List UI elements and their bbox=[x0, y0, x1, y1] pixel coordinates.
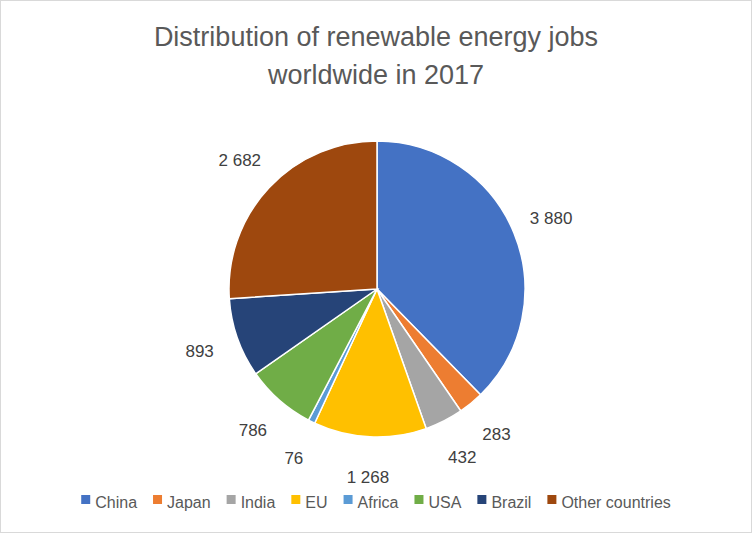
legend-label: EU bbox=[305, 494, 327, 511]
legend-item: China bbox=[81, 494, 137, 511]
data-label: 283 bbox=[482, 425, 510, 444]
data-labels: 3 880 283 432 1 268 76 786 893 2 682 bbox=[185, 151, 572, 486]
legend-item: Brazil bbox=[477, 494, 531, 511]
legend-swatch bbox=[547, 495, 556, 504]
title-line: Distribution of renewable energy jobs bbox=[154, 22, 598, 52]
chart-svg: Distribution of renewable energy jobs wor… bbox=[0, 0, 752, 533]
legend-item: EU bbox=[291, 494, 327, 511]
legend: China Japan India EU Africa USA Brazil Other co… bbox=[81, 494, 671, 511]
legend-item: Africa bbox=[344, 494, 399, 511]
data-label: 1 268 bbox=[347, 468, 390, 487]
data-label: 432 bbox=[448, 448, 476, 467]
legend-item: Other countries bbox=[547, 494, 670, 511]
legend-item: India bbox=[227, 494, 276, 511]
pie-slice bbox=[229, 289, 377, 374]
legend-label: Other countries bbox=[561, 494, 670, 511]
legend-label: Brazil bbox=[491, 494, 531, 511]
legend-swatch bbox=[153, 495, 162, 504]
data-label: 786 bbox=[239, 421, 267, 440]
legend-item: USA bbox=[414, 494, 461, 511]
data-label: 76 bbox=[284, 449, 303, 468]
legend-label: Japan bbox=[167, 494, 211, 511]
legend-label: USA bbox=[428, 494, 461, 511]
legend-swatch bbox=[227, 495, 236, 504]
data-label: 893 bbox=[185, 342, 213, 361]
legend-swatch bbox=[414, 495, 423, 504]
legend-label: India bbox=[241, 494, 276, 511]
legend-swatch bbox=[81, 495, 90, 504]
chart-background bbox=[1, 1, 752, 533]
chart-title: Distribution of renewable energy jobs wor… bbox=[154, 22, 598, 90]
legend-swatch bbox=[291, 495, 300, 504]
legend-label: Africa bbox=[358, 494, 399, 511]
data-label: 3 880 bbox=[530, 209, 573, 228]
legend-swatch bbox=[477, 495, 486, 504]
title-line: worldwide in 2017 bbox=[267, 60, 484, 90]
legend-swatch bbox=[344, 495, 353, 504]
legend-label: China bbox=[95, 494, 137, 511]
legend-item: Japan bbox=[153, 494, 211, 511]
pie-slices bbox=[229, 141, 525, 437]
data-label: 2 682 bbox=[219, 151, 262, 170]
